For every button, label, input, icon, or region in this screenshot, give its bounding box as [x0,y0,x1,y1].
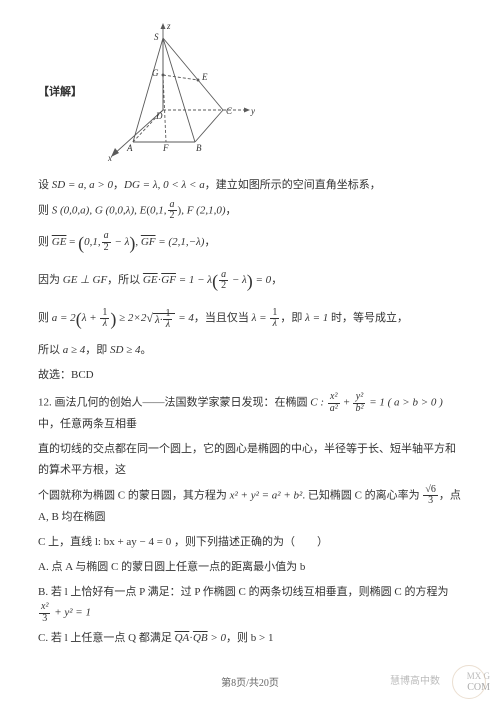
label-y: y [250,106,255,116]
q12-line1: 12. 画法几何的创始人——法国数学家蒙日发现：在椭圆 C : x²a² + y… [38,392,462,435]
option-B: B. 若 l 上恰好有一点 P 满足：过 P 作椭圆 C 的两条切线互相垂直，则… [38,582,462,625]
label-F: F [162,143,169,153]
option-C: C. 若 l 上任意一点 Q 都满足 QA·QB > 0，则 b > 1 [38,628,462,649]
line-2: 则 S (0,0,a), G (0,0,λ), E(0,1,a2), F (2,… [38,200,462,222]
pyramid-diagram: z S G E D C y A F B x [98,20,258,165]
label-E: E [201,72,208,82]
label-A: A [126,143,133,153]
watermark-brand: 慧博高中数 [390,672,440,691]
label-z: z [166,21,171,31]
label-D: D [155,111,163,121]
label-B: B [196,143,202,153]
detail-label: 【详解】 [38,82,88,103]
q12-line4: C 上，直线 l: bx + ay − 4 = 0 ，则下列描述正确的为（ ） [38,532,462,553]
line-1: 设 SD = a, a > 0，DG = λ, 0 < λ < a，建立如图所示… [38,175,462,196]
line-5: 则 a = 2(λ + 1λ) ≥ 2×2√λ·1λ = 4，当且仅当 λ = … [38,302,462,336]
line-6: 所以 a ≥ 4，即 SD ≥ 4。 [38,340,462,361]
line-4: 因为 GE ⊥ GF，所以 GE·GF = 1 − λ(a2 − λ) = 0， [38,264,462,298]
label-S: S [154,32,159,42]
label-G: G [152,68,159,78]
line-3: 则 GE = (0,1,a2 − λ), GF = (2,1,−λ)， [38,226,462,260]
q12-line3: 个圆就称为椭圆 C 的蒙日圆，其方程为 x² + y² = a² + b². 已… [38,485,462,528]
q12-line2: 直的切线的交点都在同一个圆上，它的圆心是椭圆的中心，半径等于长、短半轴平方和的算… [38,439,462,481]
diagram-area: 【详解】 z S [38,20,462,165]
label-x: x [107,153,112,163]
label-C: C [226,106,233,116]
option-A: A. 点 A 与椭圆 C 的蒙日圆上任意一点的距离最小值为 b [38,557,462,578]
stamp-icon [452,665,486,699]
line-7: 故选：BCD [38,365,462,386]
